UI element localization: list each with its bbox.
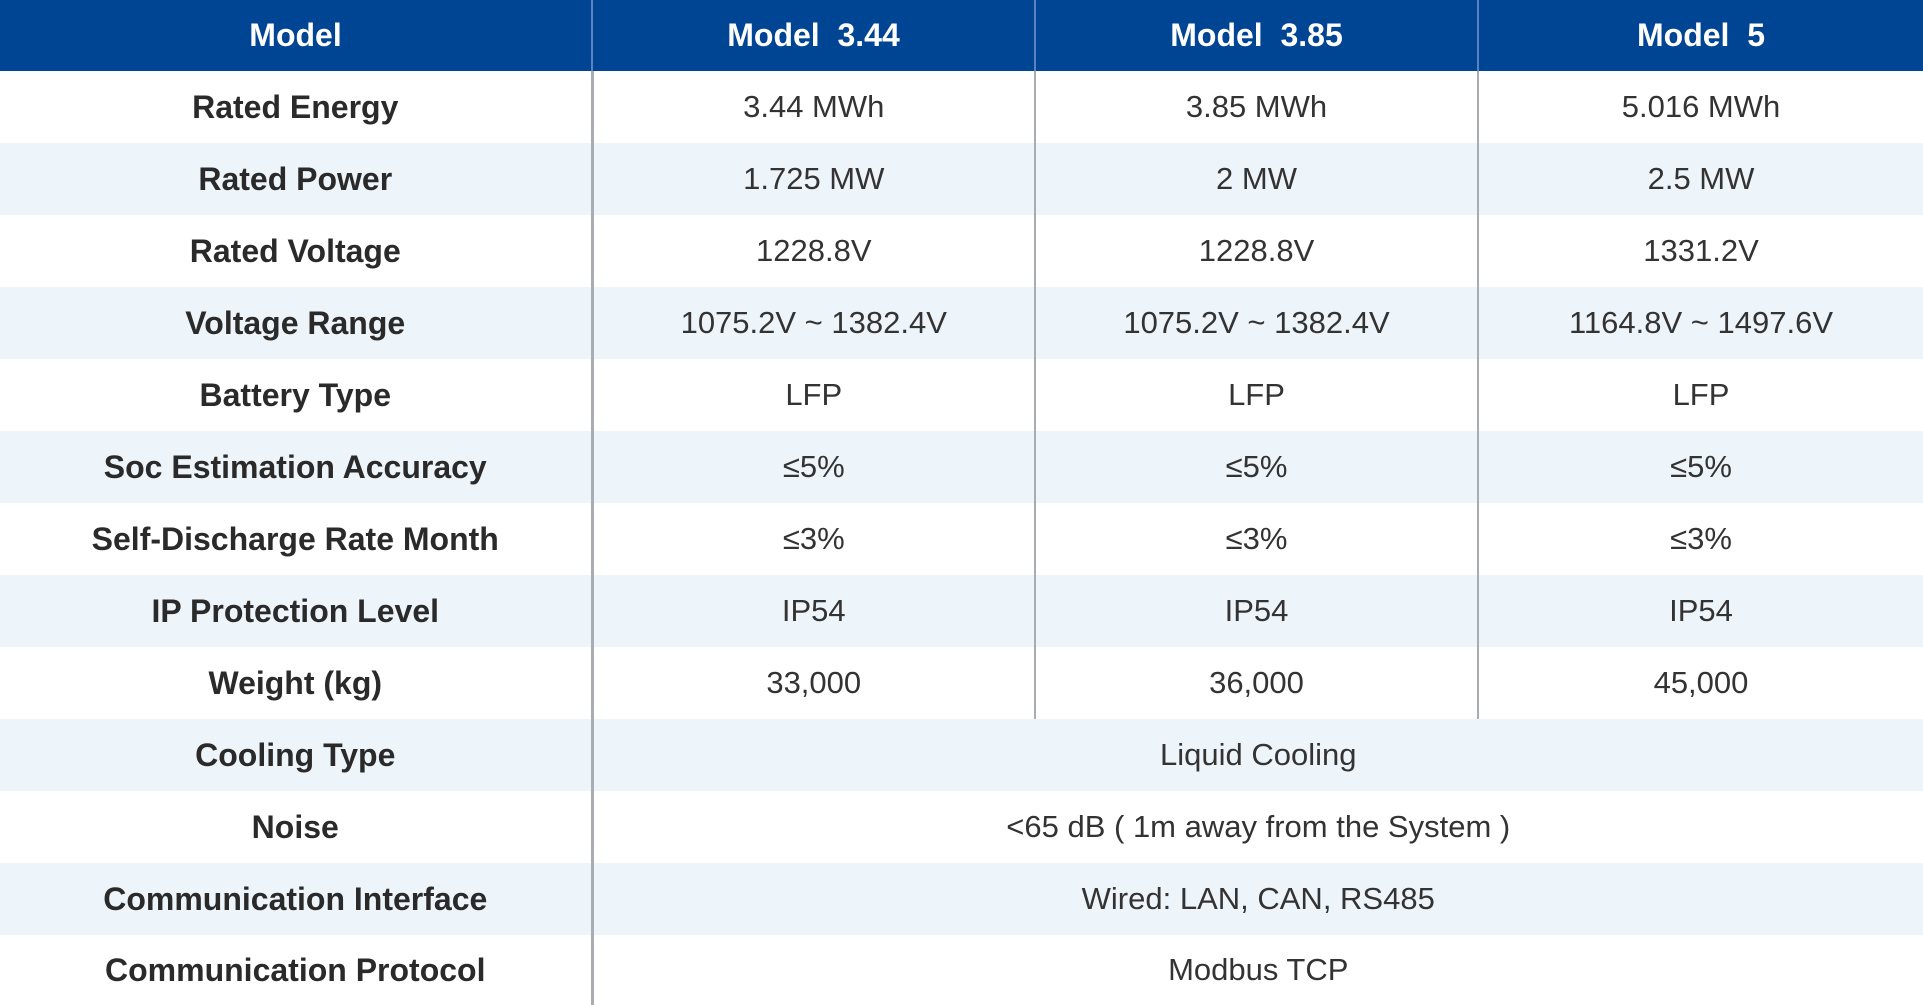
- row-label: Soc Estimation Accuracy: [0, 431, 594, 503]
- cell-value: 36,000: [1034, 647, 1478, 719]
- table-row-soc-estimation-accuracy: Soc Estimation Accuracy ≤5% ≤5% ≤5%: [0, 431, 1923, 503]
- table-row-noise: Noise <65 dB ( 1m away from the System ): [0, 791, 1923, 863]
- cell-value: 1331.2V: [1477, 215, 1923, 287]
- header-model-3-85: Model 3.85: [1034, 0, 1478, 71]
- cell-value: 45,000: [1477, 647, 1923, 719]
- table-row-communication-protocol: Communication Protocol Modbus TCP: [0, 935, 1923, 1005]
- header-model-3-44: Model 3.44: [591, 0, 1035, 71]
- cell-value: IP54: [1477, 575, 1923, 647]
- cell-value: IP54: [1034, 575, 1478, 647]
- cell-value: ≤3%: [1477, 503, 1923, 575]
- header-model-5: Model 5: [1477, 0, 1923, 71]
- table-row-rated-voltage: Rated Voltage 1228.8V 1228.8V 1331.2V: [0, 215, 1923, 287]
- table-row-self-discharge-rate: Self-Discharge Rate Month ≤3% ≤3% ≤3%: [0, 503, 1923, 575]
- cell-value: 1075.2V ~ 1382.4V: [1034, 287, 1478, 359]
- cell-value: LFP: [1477, 359, 1923, 431]
- table-row-rated-energy: Rated Energy 3.44 MWh 3.85 MWh 5.016 MWh: [0, 71, 1923, 143]
- table-row-ip-protection-level: IP Protection Level IP54 IP54 IP54: [0, 575, 1923, 647]
- cell-value: ≤3%: [782, 521, 845, 556]
- cell-value: 1228.8V: [756, 233, 872, 268]
- cell-value: 3.44 MWh: [743, 89, 885, 124]
- row-label: Battery Type: [0, 359, 594, 431]
- cell-shared-value: <65 dB ( 1m away from the System ): [1006, 809, 1511, 844]
- cell-value: 3.85 MWh: [1034, 71, 1478, 143]
- cell-value: 2 MW: [1034, 143, 1478, 215]
- row-label: Self-Discharge Rate Month: [0, 503, 594, 575]
- table-row-voltage-range: Voltage Range 1075.2V ~ 1382.4V 1075.2V …: [0, 287, 1923, 359]
- table-row-cooling-type: Cooling Type Liquid Cooling: [0, 719, 1923, 791]
- row-label: Rated Voltage: [0, 215, 594, 287]
- row-label: Rated Power: [0, 143, 594, 215]
- row-label: Voltage Range: [0, 287, 594, 359]
- cell-shared-value: Liquid Cooling: [1160, 737, 1357, 772]
- cell-shared-value: Wired: LAN, CAN, RS485: [1081, 881, 1435, 916]
- cell-value: 1.725 MW: [743, 161, 885, 196]
- cell-value: 1075.2V ~ 1382.4V: [680, 305, 947, 340]
- cell-value: ≤3%: [1034, 503, 1478, 575]
- row-label: Noise: [0, 791, 594, 863]
- cell-value: IP54: [781, 593, 846, 628]
- cell-value: ≤5%: [1034, 431, 1478, 503]
- cell-value: 1164.8V ~ 1497.6V: [1477, 287, 1923, 359]
- cell-shared-value: Modbus TCP: [1168, 952, 1349, 987]
- cell-value: 1228.8V: [1034, 215, 1478, 287]
- table-row-rated-power: Rated Power 1.725 MW 2 MW 2.5 MW: [0, 143, 1923, 215]
- cell-value: ≤5%: [1477, 431, 1923, 503]
- row-label: Cooling Type: [0, 719, 594, 791]
- row-label: Communication Protocol: [0, 935, 594, 1005]
- row-label: Weight (kg): [0, 647, 594, 719]
- cell-value: LFP: [1034, 359, 1478, 431]
- cell-value: ≤5%: [782, 449, 845, 484]
- table-row-communication-interface: Communication Interface Wired: LAN, CAN,…: [0, 863, 1923, 935]
- cell-value: LFP: [785, 377, 843, 412]
- row-label: IP Protection Level: [0, 575, 594, 647]
- table-header-row: Model Model 3.44 Model 3.85 Model 5: [0, 0, 1923, 71]
- row-label: Communication Interface: [0, 863, 594, 935]
- row-label: Rated Energy: [0, 71, 594, 143]
- header-model-label: Model: [249, 17, 342, 53]
- table-row-battery-type: Battery Type LFP LFP LFP: [0, 359, 1923, 431]
- cell-value: 33,000: [766, 665, 862, 700]
- table-row-weight: Weight (kg) 33,000 36,000 45,000: [0, 647, 1923, 719]
- cell-value: 2.5 MW: [1477, 143, 1923, 215]
- cell-value: 5.016 MWh: [1477, 71, 1923, 143]
